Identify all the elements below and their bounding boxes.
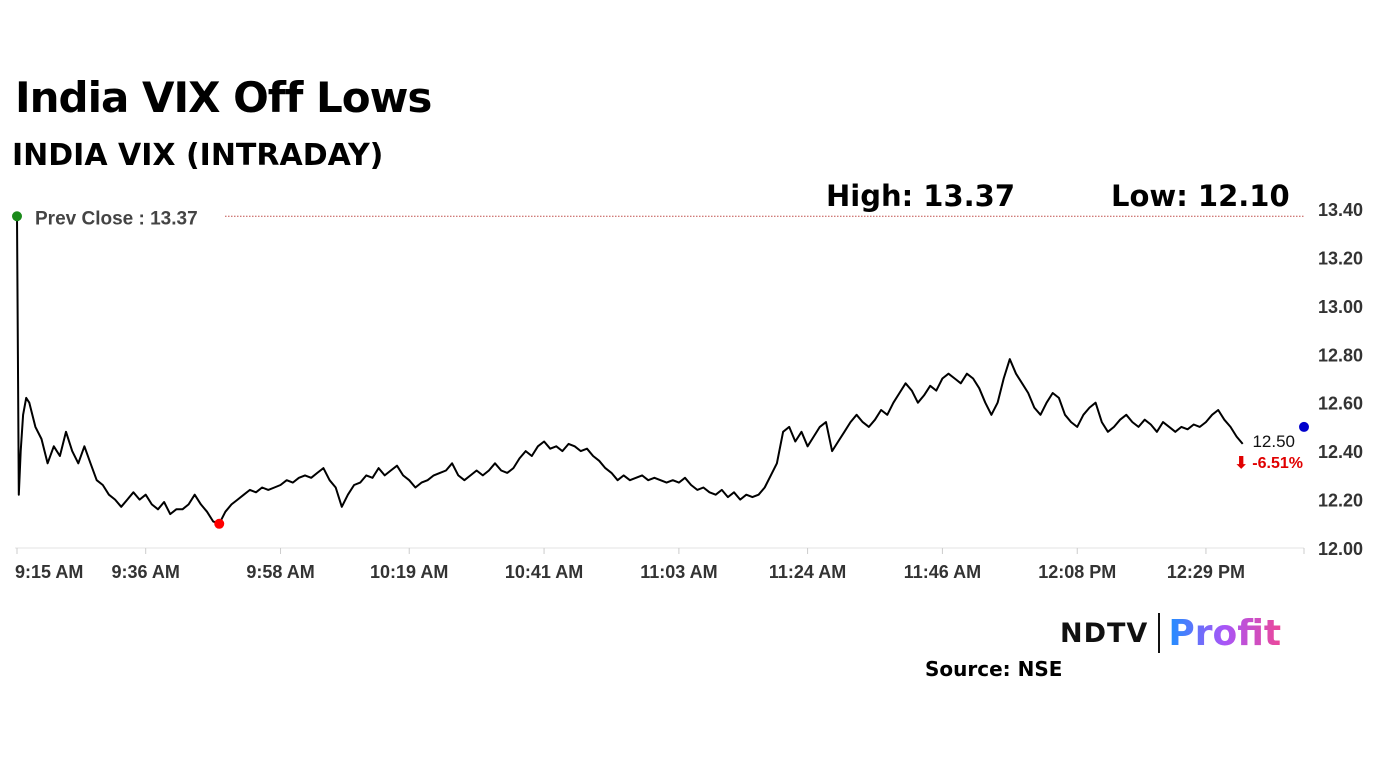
- low-stat: Low: 12.10: [1111, 179, 1290, 213]
- last-value-label: 12.50: [1252, 432, 1295, 451]
- x-tick-label: 11:03 AM: [640, 562, 717, 582]
- chart-subtitle: INDIA VIX (INTRADAY): [12, 138, 384, 173]
- last-value-dot: [1299, 421, 1309, 432]
- x-tick-label: 11:24 AM: [769, 562, 846, 582]
- day-low-dot: [214, 518, 225, 529]
- y-tick-label: 13.20: [1318, 248, 1363, 268]
- x-tick-label: 9:15 AM: [15, 562, 83, 582]
- y-tick-label: 12.20: [1318, 491, 1363, 511]
- x-tick-label: 11:46 AM: [904, 562, 981, 582]
- profit-logo-text: Profit: [1168, 612, 1282, 654]
- high-stat: High: 13.37: [826, 179, 1016, 213]
- change-percent-label: ⬇ -6.51%: [1234, 455, 1303, 472]
- y-tick-label: 13.40: [1318, 200, 1363, 220]
- x-tick-label: 12:29 PM: [1167, 562, 1245, 582]
- x-tick-label: 10:19 AM: [370, 562, 448, 582]
- chart-headline: India VIX Off Lows: [15, 73, 432, 122]
- x-tick-label: 9:36 AM: [112, 562, 180, 582]
- x-tick-label: 9:58 AM: [246, 562, 314, 582]
- start-point-dot: [12, 211, 22, 222]
- source-note: Source: NSE: [925, 657, 1063, 681]
- x-tick-label: 12:08 PM: [1038, 562, 1116, 582]
- prev-close-label: Prev Close : 13.37: [35, 208, 198, 229]
- logo-divider: [1158, 613, 1161, 653]
- y-tick-label: 12.80: [1318, 345, 1363, 365]
- x-tick-label: 10:41 AM: [505, 562, 583, 582]
- y-tick-label: 12.00: [1318, 539, 1363, 559]
- ndtv-logo-text: NDTV: [1060, 617, 1149, 649]
- ndtv-profit-logo: NDTV Profit: [1060, 612, 1281, 654]
- y-tick-label: 13.00: [1318, 297, 1363, 317]
- vix-series-line: [16, 216, 1244, 525]
- y-tick-label: 12.40: [1318, 442, 1363, 462]
- y-tick-label: 12.60: [1318, 394, 1363, 414]
